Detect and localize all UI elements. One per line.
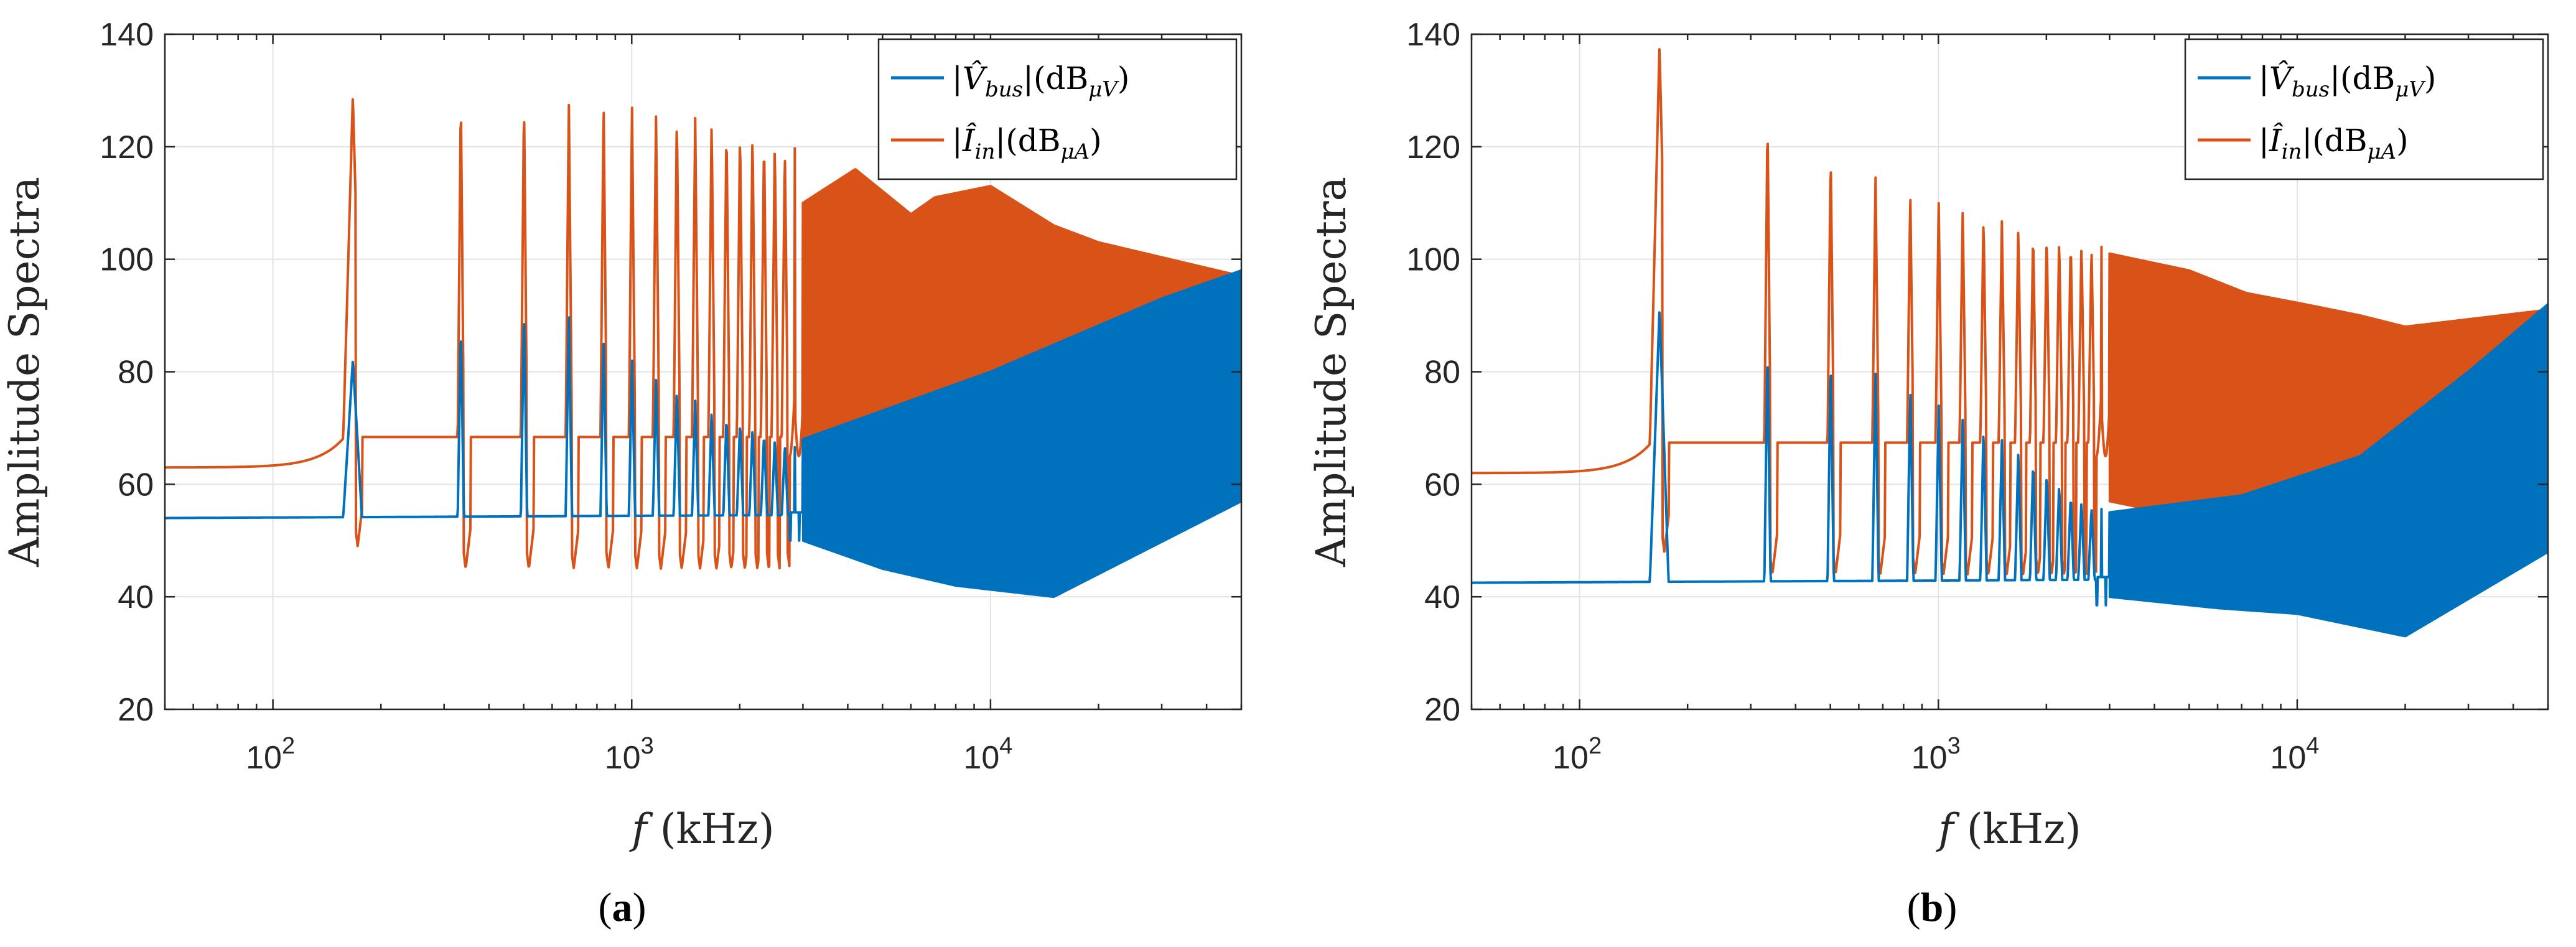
legend-entry-iin: |Îin|(dBμA): [2259, 122, 2409, 164]
legend: |V̂bus|(dBμV) |Îin|(dBμA): [2184, 38, 2544, 180]
x-axis-title: f (kHz): [1935, 805, 2081, 853]
y-axis-title: Amplitude Spectra: [1, 177, 49, 567]
legend-entry-vbus: |V̂bus|(dBμV): [2259, 60, 2436, 102]
legend: |V̂bus|(dBμV) |Îin|(dBμA): [877, 38, 1238, 180]
y-tick-label: 60: [1424, 467, 1460, 503]
y-tick-label: 40: [118, 579, 154, 615]
y-tick-label: 40: [1424, 579, 1460, 615]
legend-entry-vbus: |V̂bus|(dBμV): [952, 60, 1129, 102]
legend-box: [2184, 38, 2544, 180]
y-tick-label: 20: [1424, 692, 1460, 728]
x-axis-title: f (kHz): [628, 805, 774, 853]
x-tick-label: 103: [605, 733, 654, 776]
chart-panel-a: 20 40 60 80 100 120 140 102 103 104 Amplitude Spec…: [1, 17, 1243, 930]
x-tick-label: 104: [2270, 733, 2319, 776]
y-tick-label: 120: [100, 129, 154, 166]
y-tick-label: 20: [118, 692, 154, 728]
legend-entry-iin: |Îin|(dBμA): [952, 122, 1102, 164]
y-tick-label: 140: [100, 17, 154, 53]
x-tick-label: 102: [1552, 733, 1602, 776]
chart-panel-b: 20 40 60 80 100 120 140 102 103 104 Amplitude Spec…: [1307, 17, 2549, 930]
series-line-vbus: [1472, 303, 2548, 638]
y-tick-label: 140: [1406, 17, 1460, 53]
x-tick-label: 102: [246, 733, 295, 776]
panel-label: (a): [599, 885, 646, 930]
series-line-vbus: [165, 269, 1241, 599]
panel-label: (b): [1907, 885, 1958, 930]
y-tick-label: 80: [118, 355, 154, 391]
legend-box: [877, 38, 1238, 180]
y-tick-label: 100: [1406, 242, 1460, 278]
x-tick-label: 103: [1911, 733, 1961, 776]
x-tick-label: 104: [963, 733, 1012, 776]
y-tick-label: 60: [118, 467, 154, 503]
y-tick-label: 120: [1406, 129, 1460, 166]
y-tick-label: 80: [1424, 355, 1460, 391]
y-tick-label: 100: [100, 242, 154, 278]
y-axis-title: Amplitude Spectra: [1307, 177, 1355, 567]
